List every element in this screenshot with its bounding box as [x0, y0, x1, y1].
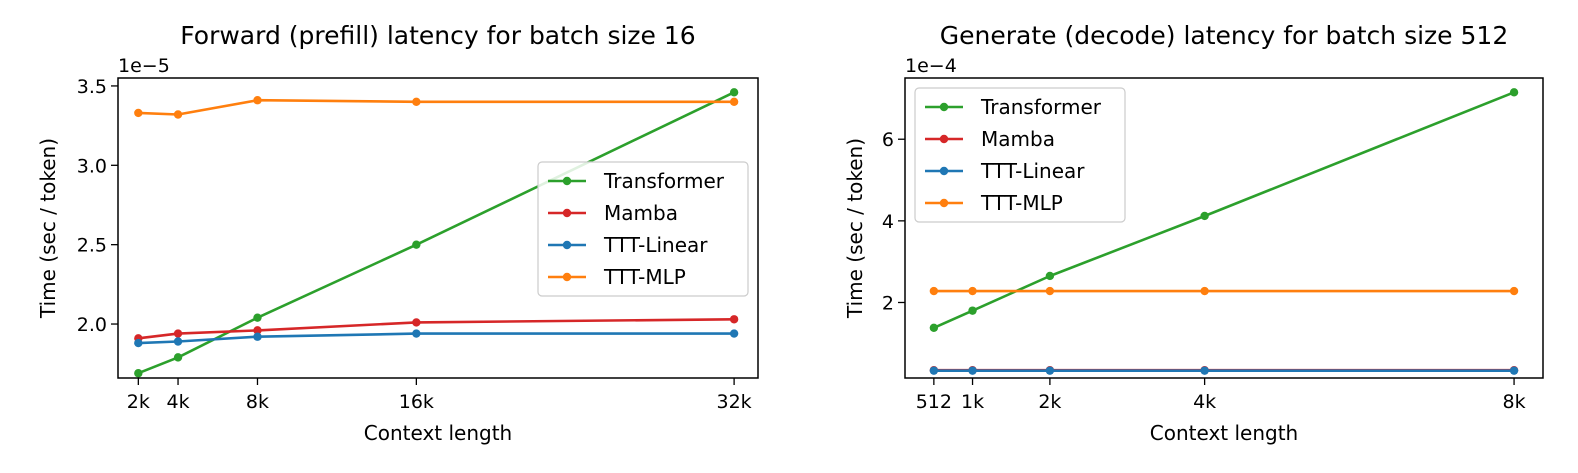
data-point-transformer	[1045, 271, 1055, 281]
axes-frame	[904, 77, 1544, 379]
legend-label-ttt-mlp: TTT-MLP	[603, 265, 686, 289]
y-ticks: 2.0 2.5 3.0 3.5	[77, 76, 118, 336]
legend: Transformer Mamba TTT-Linear TTT-MLP	[914, 87, 1126, 223]
legend-marker-transformer	[562, 176, 572, 186]
chart-prefill: Forward (prefill) latency for batch size…	[36, 21, 759, 445]
data-point-transformer	[929, 323, 939, 332]
data-point-transformer	[968, 306, 977, 315]
chart-decode: Generate (decode) latency for batch size…	[843, 21, 1544, 445]
plot-area	[134, 88, 739, 378]
x-ticks: 512 1k 2k 4k 8k	[916, 378, 1526, 413]
x-tick-label: 32k	[717, 391, 752, 413]
y-offset-label: 1e−5	[118, 55, 170, 77]
x-tick-label: 512	[916, 391, 952, 413]
y-tick-label: 2	[882, 292, 894, 314]
data-point-ttt-linear	[134, 338, 143, 348]
x-tick-label: 8k	[1503, 391, 1526, 413]
data-point-ttt-mlp	[1200, 286, 1209, 296]
data-point-mamba	[412, 318, 421, 327]
data-point-ttt-mlp	[1509, 286, 1519, 296]
data-point-transformer	[134, 369, 143, 378]
x-tick-label: 16k	[399, 391, 434, 413]
legend-label-ttt-linear: TTT-Linear	[603, 233, 708, 257]
data-point-ttt-linear	[253, 332, 262, 341]
legend: Transformer Mamba TTT-Linear TTT-MLP	[537, 161, 749, 297]
legend-label-transformer: Transformer	[980, 95, 1102, 119]
data-point-ttt-linear	[968, 366, 977, 375]
legend-box	[537, 161, 749, 297]
data-point-ttt-mlp	[134, 108, 143, 118]
data-point-ttt-mlp	[1045, 286, 1055, 296]
chart-title: Generate (decode) latency for batch size…	[940, 21, 1508, 50]
legend-marker-mamba	[939, 134, 949, 144]
y-ticks: 2 4 6	[882, 129, 905, 314]
legend-label-mamba: Mamba	[981, 127, 1055, 151]
series-line-mamba	[138, 318, 735, 340]
y-tick-label: 3.5	[77, 76, 107, 98]
x-tick-label: 1k	[961, 391, 984, 413]
legend-marker-transformer	[939, 102, 949, 112]
data-point-ttt-mlp	[253, 96, 262, 105]
data-point-ttt-mlp	[412, 97, 421, 107]
data-point-transformer	[1509, 88, 1519, 97]
chart-title: Forward (prefill) latency for batch size…	[180, 21, 695, 50]
y-offset-label: 1e−4	[905, 55, 957, 77]
plot-area	[929, 88, 1519, 375]
legend-label-ttt-linear: TTT-Linear	[980, 159, 1085, 183]
legend-marker-ttt-mlp	[562, 272, 572, 282]
x-tick-label: 4k	[166, 391, 189, 413]
axes-frame	[117, 77, 759, 379]
y-tick-label: 3.0	[77, 155, 107, 177]
x-axis-label: Context length	[1150, 421, 1298, 445]
data-point-mamba	[729, 315, 739, 324]
data-point-ttt-mlp	[968, 286, 977, 296]
x-tick-label: 8k	[246, 391, 269, 413]
y-axis-label: Time (sec / token)	[843, 138, 867, 319]
data-point-transformer	[729, 88, 739, 97]
x-axis-label: Context length	[364, 421, 512, 445]
data-point-ttt-linear	[173, 337, 183, 346]
legend-box	[914, 87, 1126, 223]
y-axis-label: Time (sec / token)	[36, 138, 60, 319]
data-point-ttt-linear	[729, 329, 739, 338]
x-tick-label: 2k	[1038, 391, 1061, 413]
legend-marker-ttt-mlp	[939, 198, 949, 208]
data-point-ttt-mlp	[729, 97, 739, 107]
legend-marker-ttt-linear	[939, 166, 949, 176]
data-point-mamba	[173, 329, 183, 338]
legend-label-mamba: Mamba	[604, 201, 678, 225]
x-tick-label: 4k	[1193, 391, 1216, 413]
data-point-transformer	[412, 240, 421, 249]
legend-label-ttt-mlp: TTT-MLP	[980, 191, 1063, 215]
series-line-ttt-linear	[138, 332, 735, 345]
x-tick-label: 2k	[127, 391, 150, 413]
y-tick-label: 2.5	[77, 235, 107, 257]
data-point-mamba	[253, 326, 262, 335]
data-point-transformer	[173, 353, 183, 362]
data-point-ttt-linear	[1045, 366, 1055, 375]
legend-marker-ttt-linear	[562, 240, 572, 250]
data-point-transformer	[1200, 211, 1209, 221]
legend-marker-mamba	[562, 208, 572, 218]
y-tick-label: 2.0	[77, 314, 107, 336]
y-tick-label: 6	[882, 129, 894, 151]
data-point-ttt-linear	[1509, 366, 1519, 375]
data-point-ttt-linear	[1200, 366, 1209, 375]
legend-label-transformer: Transformer	[603, 169, 725, 193]
data-point-ttt-mlp	[173, 110, 183, 119]
data-point-transformer	[253, 313, 262, 322]
data-point-ttt-linear	[929, 366, 939, 375]
y-tick-label: 4	[882, 211, 894, 233]
data-point-ttt-mlp	[929, 286, 939, 296]
series-line-ttt-mlp	[138, 98, 735, 116]
x-ticks: 2k 4k 8k 16k 32k	[127, 378, 752, 413]
data-point-ttt-linear	[412, 329, 421, 338]
